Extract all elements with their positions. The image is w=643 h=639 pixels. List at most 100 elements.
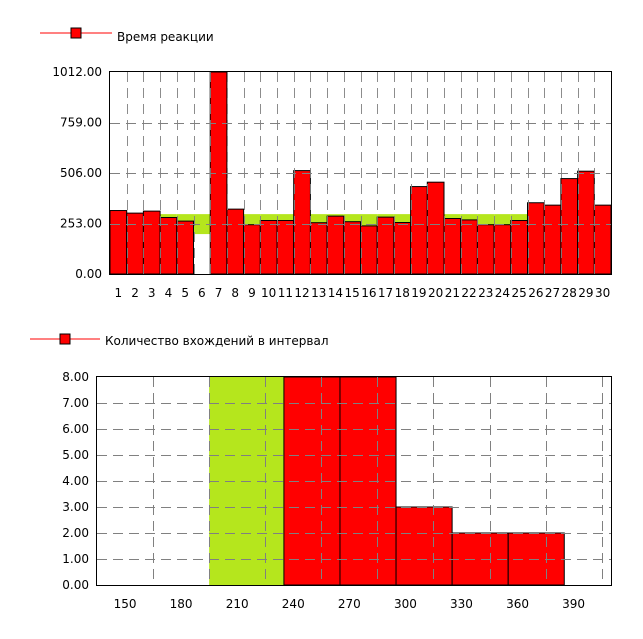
plot-frame — [109, 71, 612, 275]
highlight-band-cell — [193, 214, 211, 235]
x-tick-label: 23 — [478, 286, 493, 300]
x-tick-label: 360 — [506, 597, 529, 611]
bar-24 — [493, 224, 512, 275]
bar-15 — [343, 221, 361, 275]
x-tick-label: 180 — [170, 597, 193, 611]
bar-5 — [176, 220, 195, 275]
bar-2 — [126, 212, 144, 275]
bar-23 — [476, 224, 495, 275]
bars-layer — [109, 71, 612, 275]
x-tick-label: 8 — [231, 286, 239, 300]
bar-3 — [142, 210, 161, 275]
plot-frame — [96, 376, 612, 586]
x-tick-label: 13 — [311, 286, 326, 300]
bar-20 — [426, 181, 445, 275]
x-tick-label: 1 — [115, 286, 123, 300]
x-tick-label: 14 — [328, 286, 343, 300]
x-tick-label: 28 — [562, 286, 577, 300]
x-tick-label: 270 — [338, 597, 361, 611]
legend-marker — [59, 333, 71, 345]
bar-30 — [593, 204, 612, 275]
x-tick-label: 22 — [461, 286, 476, 300]
y-tick-label: 4.00 — [62, 474, 89, 488]
x-tick-label: 10 — [261, 286, 276, 300]
x-tick-label: 300 — [394, 597, 417, 611]
x-tick-label: 27 — [545, 286, 560, 300]
x-tick-label: 9 — [248, 286, 256, 300]
x-tick-label: 16 — [361, 286, 376, 300]
x-tick-label: 15 — [345, 286, 360, 300]
x-tick-label: 12 — [294, 286, 309, 300]
bar-12 — [293, 170, 311, 275]
y-tick-label: 506.00 — [60, 166, 102, 180]
y-tick-label: 3.00 — [62, 500, 89, 514]
legend-label: Количество вхождений в интервал — [105, 334, 329, 348]
bar-1 — [109, 210, 128, 275]
bar-21 — [443, 218, 462, 275]
x-tick-label: 330 — [450, 597, 473, 611]
bar-28 — [560, 178, 579, 275]
bar-8 — [226, 208, 245, 275]
x-tick-label: 20 — [428, 286, 443, 300]
y-tick-label: 5.00 — [62, 448, 89, 462]
x-tick-label: 7 — [215, 286, 223, 300]
bar-25 — [510, 220, 528, 275]
x-tick-label: 25 — [512, 286, 527, 300]
bin-4 — [395, 506, 453, 586]
bar-9 — [243, 224, 261, 275]
bar-19 — [410, 186, 428, 275]
y-tick-label: 2.00 — [62, 526, 89, 540]
x-tick-label: 17 — [378, 286, 393, 300]
x-tick-label: 21 — [445, 286, 460, 300]
x-tick-labels: 150 180 210 240 270 300 330 360 390 — [114, 597, 585, 611]
bar-27 — [543, 204, 562, 275]
x-tick-label: 11 — [278, 286, 293, 300]
bar-10 — [259, 220, 278, 275]
bar-26 — [527, 202, 545, 275]
x-tick-label: 2 — [131, 286, 139, 300]
y-tick-label: 8.00 — [62, 370, 89, 384]
interval-histogram: 0.00 1.00 2.00 3.00 4.00 5.00 6.00 7.00 8.00 150… — [62, 370, 612, 611]
bar-29 — [577, 170, 595, 275]
y-tick-labels: 0.00 253.00 506.00 759.00 1012.00 — [52, 65, 102, 281]
bar-18 — [393, 222, 412, 275]
y-tick-label: 1.00 — [62, 552, 89, 566]
y-tick-label: 0.00 — [75, 267, 102, 281]
x-tick-label: 390 — [562, 597, 585, 611]
x-tick-label: 150 — [114, 597, 137, 611]
x-tick-label: 6 — [198, 286, 206, 300]
grid-layer — [97, 377, 611, 585]
bar-4 — [159, 217, 178, 275]
bar-17 — [376, 216, 395, 275]
x-tick-label: 5 — [181, 286, 189, 300]
x-tick-label: 4 — [165, 286, 173, 300]
y-tick-label: 6.00 — [62, 422, 89, 436]
y-tick-label: 1012.00 — [52, 65, 102, 79]
x-tick-label: 240 — [282, 597, 305, 611]
bar-22 — [460, 219, 478, 275]
x-tick-labels: 1 2 3 4 5 6 7 8 9 10 11 12 13 14 15 16 17 18 19 20 21 22 23 24 2… — [115, 286, 611, 300]
legend-label: Время реакции — [117, 30, 214, 44]
y-tick-label: 253.00 — [60, 217, 102, 231]
legend-marker — [70, 27, 82, 39]
y-tick-label: 0.00 — [62, 578, 89, 592]
x-tick-label: 3 — [148, 286, 156, 300]
y-tick-label: 7.00 — [62, 396, 89, 410]
x-tick-label: 30 — [595, 286, 610, 300]
legend-interval-count: Количество вхождений в интервал — [30, 333, 329, 348]
grid-layer — [110, 72, 611, 274]
x-tick-label: 26 — [528, 286, 543, 300]
bar-11 — [276, 220, 295, 275]
x-tick-label: 19 — [411, 286, 426, 300]
y-tick-labels: 0.00 1.00 2.00 3.00 4.00 5.00 6.00 7.00 8.00 — [62, 370, 89, 592]
x-tick-label: 18 — [395, 286, 410, 300]
legend-reaction-time: Время реакции — [40, 27, 214, 44]
y-tick-label: 759.00 — [60, 116, 102, 130]
bar-16 — [360, 225, 378, 275]
x-tick-label: 29 — [578, 286, 593, 300]
bar-13 — [309, 222, 328, 275]
x-tick-label: 24 — [495, 286, 510, 300]
x-tick-label: 210 — [226, 597, 249, 611]
